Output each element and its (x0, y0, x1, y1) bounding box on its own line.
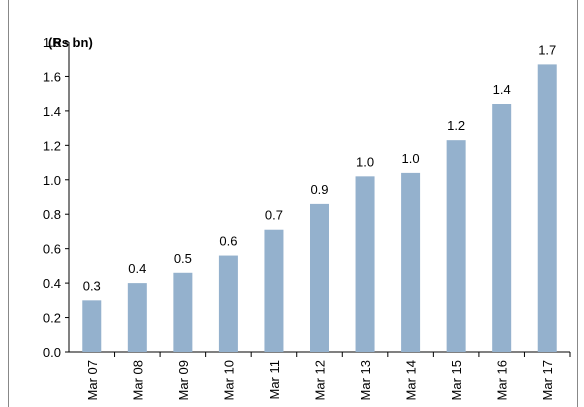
bar (537, 64, 557, 352)
y-tick-label: 0.2 (43, 311, 61, 326)
x-tick-label: Mar 16 (495, 360, 510, 400)
bar (355, 176, 375, 352)
value-label: 1.2 (447, 118, 465, 133)
y-tick-label: 0.4 (43, 276, 61, 291)
value-label: 0.3 (83, 278, 101, 293)
x-tick-label: Mar 07 (85, 360, 100, 400)
value-label: 0.9 (310, 182, 328, 197)
x-tick-label: Mar 13 (358, 360, 373, 400)
bar (173, 272, 193, 352)
y-tick-label: 1.2 (43, 138, 61, 153)
value-label: 1.4 (493, 82, 511, 97)
bar (310, 203, 329, 352)
bar (218, 255, 238, 352)
bar (127, 283, 147, 352)
x-tick-label: Mar 08 (130, 360, 145, 400)
y-tick-label: 0.0 (43, 345, 61, 360)
value-label: 1.0 (356, 154, 374, 169)
x-tick-label: Mar 17 (540, 360, 555, 400)
x-tick-label: Mar 10 (221, 360, 236, 400)
y-tick-label: 1.0 (43, 173, 61, 188)
value-label: 0.7 (265, 208, 283, 223)
value-label: 1.0 (402, 151, 420, 166)
y-axis-label: (Rs bn) (48, 35, 93, 50)
y-tick-label: 0.6 (43, 242, 61, 257)
value-label: 0.5 (174, 251, 192, 266)
value-label: 1.7 (538, 42, 556, 57)
y-tick-label: 1.4 (43, 104, 61, 119)
y-tick-label: 1.6 (43, 69, 61, 84)
bar (446, 140, 466, 352)
y-tick-label: 1.8 (43, 35, 61, 50)
bar (264, 229, 284, 352)
x-tick-label: Mar 15 (449, 360, 464, 400)
value-label: 0.4 (128, 261, 146, 276)
x-tick-label: Mar 12 (313, 360, 328, 400)
bar (82, 300, 102, 352)
x-tick-label: Mar 11 (267, 360, 282, 400)
value-label: 0.6 (219, 234, 237, 249)
x-tick-label: Mar 14 (404, 360, 419, 400)
y-tick-label: 0.8 (43, 207, 61, 222)
chart-frame (8, 0, 578, 407)
bar (401, 172, 421, 352)
x-tick-label: Mar 09 (176, 360, 191, 400)
bar (492, 104, 512, 352)
